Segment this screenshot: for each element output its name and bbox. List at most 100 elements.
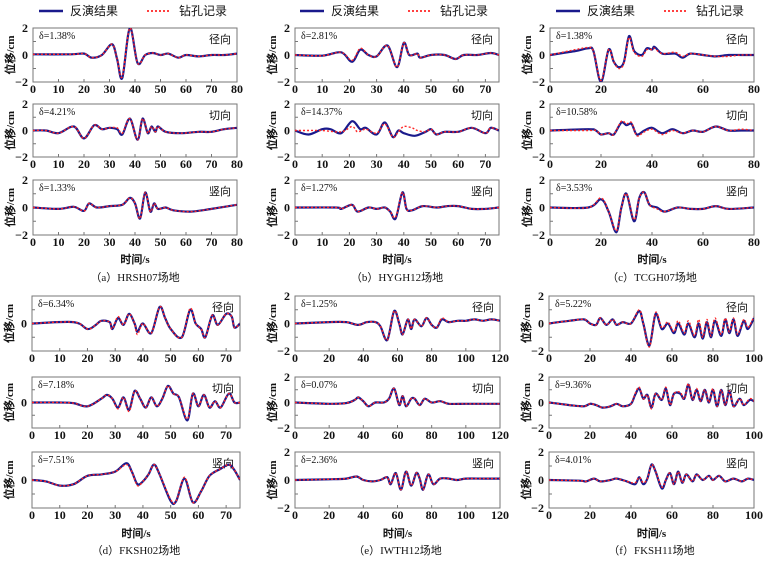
x-tick-label: 40	[625, 508, 637, 522]
x-tick-label: 60	[180, 235, 192, 249]
delta-label: δ=6.34%	[38, 299, 74, 310]
x-tick-label: 0	[29, 508, 35, 522]
y-tick-label: 2	[284, 445, 290, 459]
y-tick-label: 0	[538, 473, 544, 487]
series-inversion-line	[295, 191, 499, 221]
x-tick-label: 10	[54, 428, 66, 442]
x-tick-label: 50	[165, 351, 177, 365]
x-tick-label: 50	[155, 157, 167, 171]
delta-label: δ=3.53%	[556, 183, 592, 194]
legend-inversion-label: 反演结果	[70, 3, 118, 18]
series-recorded-line	[549, 382, 754, 410]
y-tick-label: 0	[22, 48, 28, 62]
series-recorded-line	[549, 463, 754, 488]
x-tick-label: 10	[316, 235, 328, 249]
y-tick-label: 0	[284, 48, 290, 62]
x-tick-label: 50	[155, 82, 167, 96]
x-tick-label: 40	[129, 235, 141, 249]
x-tick-label: 10	[53, 235, 65, 249]
x-tick-label: 40	[137, 351, 149, 365]
x-tick-label: 20	[343, 82, 355, 96]
delta-label: δ=1.25%	[301, 299, 337, 310]
direction-label: 竖向	[471, 184, 493, 198]
x-tick-label: 20	[81, 351, 93, 365]
direction-label: 切向	[726, 381, 748, 395]
x-tick-label: 70	[206, 157, 218, 171]
direction-label: 径向	[209, 32, 231, 46]
subplot-radial: 0 0 10 20 30 40 50 60 70 位移/cm δ=6.34% 径向	[2, 295, 241, 365]
y-tick-label: 0	[284, 473, 290, 487]
x-tick-label: 60	[697, 82, 709, 96]
series-recorded-line	[550, 36, 754, 82]
series-group	[295, 387, 500, 408]
x-tick-label: 80	[707, 508, 719, 522]
series-recorded-line	[549, 309, 754, 348]
y-tick-label: −2	[531, 421, 544, 435]
legend: 反演结果 钻孔记录	[39, 3, 227, 18]
series-group	[549, 309, 754, 348]
x-tick-label: 100	[457, 351, 475, 365]
y-axis-label: 位移/cm	[519, 460, 533, 499]
y-axis-label: 位移/cm	[3, 35, 17, 74]
legend-recorded-label: 钻孔记录	[696, 3, 744, 18]
series-group	[550, 34, 754, 82]
x-tick-label: 50	[165, 428, 177, 442]
x-tick-label: 40	[137, 508, 149, 522]
series-inversion-line	[295, 309, 500, 342]
delta-label: δ=0.07%	[301, 380, 337, 391]
x-tick-label: 20	[343, 157, 355, 171]
legend-recorded-label: 钻孔记录	[440, 3, 488, 18]
x-tick-label: 120	[491, 428, 509, 442]
y-tick-label: 0	[21, 473, 27, 487]
y-tick-label: −2	[15, 228, 28, 242]
x-tick-label: 70	[206, 235, 218, 249]
x-tick-label: 20	[584, 351, 596, 365]
x-tick-label: 80	[707, 351, 719, 365]
y-axis-label: 位移/cm	[265, 111, 279, 150]
x-tick-label: 120	[491, 351, 509, 365]
x-tick-label: 0	[30, 82, 36, 96]
y-tick-label: −2	[531, 501, 544, 515]
y-axis-label: 位移/cm	[265, 304, 279, 343]
y-axis-label: 位移/cm	[519, 383, 533, 422]
x-tick-label: 0	[30, 235, 36, 249]
series-inversion-line	[549, 463, 754, 490]
x-tick-label: 120	[491, 508, 509, 522]
x-tick-label: 100	[745, 351, 763, 365]
delta-label: δ=1.38%	[556, 31, 592, 42]
x-tick-label: 20	[78, 82, 90, 96]
y-tick-label: 0	[22, 201, 28, 215]
legend-inversion-label: 反演结果	[331, 3, 379, 18]
x-tick-label: 60	[697, 157, 709, 171]
direction-label: 径向	[212, 300, 234, 314]
series-group	[33, 117, 237, 141]
y-tick-label: −2	[277, 421, 290, 435]
series-group	[295, 120, 499, 139]
x-tick-label: 60	[666, 428, 678, 442]
y-axis-label: 位移/cm	[265, 35, 279, 74]
x-tick-label: 60	[192, 428, 204, 442]
series-group	[549, 382, 754, 410]
y-tick-label: −2	[532, 75, 545, 89]
x-tick-label: 20	[595, 157, 607, 171]
x-tick-label: 40	[625, 428, 637, 442]
y-tick-label: 2	[538, 445, 544, 459]
series-recorded-line	[32, 305, 240, 339]
series-group	[550, 120, 754, 137]
y-tick-label: 0	[284, 201, 290, 215]
x-tick-label: 0	[292, 508, 298, 522]
x-tick-label: 70	[220, 351, 232, 365]
series-group	[295, 191, 499, 221]
series-recorded-line	[295, 191, 499, 219]
x-tick-label: 60	[192, 351, 204, 365]
delta-label: δ=9.36%	[555, 380, 591, 391]
direction-label: 竖向	[209, 184, 231, 198]
series-group	[32, 384, 240, 422]
series-inversion-line	[295, 41, 499, 69]
series-group	[295, 470, 500, 491]
